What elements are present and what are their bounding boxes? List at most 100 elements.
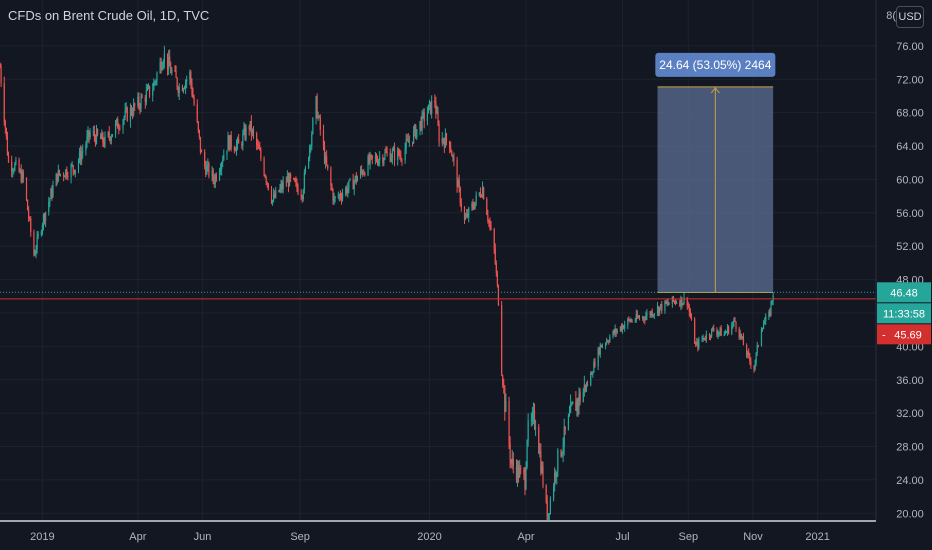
candle-body [55, 173, 57, 187]
candle-body [487, 214, 489, 221]
candle-body [140, 96, 142, 109]
candle-body [340, 197, 343, 200]
reference-price-prefix: - [882, 329, 886, 341]
candle-body [552, 486, 555, 500]
candle-body [204, 152, 206, 166]
candle-body [627, 318, 629, 325]
candle-body [94, 136, 97, 144]
candle-body [374, 156, 377, 159]
candle-body [229, 135, 231, 150]
candle-body [259, 148, 261, 151]
candle-body [346, 187, 348, 194]
candle-body [339, 194, 342, 198]
candle-body [449, 141, 451, 149]
candle-body [505, 401, 507, 412]
x-tick-label: 2019 [30, 531, 54, 543]
candle-body [414, 125, 416, 131]
candle-body [548, 513, 550, 515]
candle-body [196, 104, 198, 122]
candle-body [347, 187, 349, 194]
candle-body [404, 148, 406, 161]
candle-body [762, 324, 765, 329]
candle-body [215, 175, 217, 180]
candle-body [614, 328, 616, 334]
candle-body [593, 361, 595, 373]
candle-body [45, 212, 47, 222]
candle-body [713, 327, 715, 331]
candle-body [597, 348, 599, 367]
candle-body [279, 187, 281, 192]
candlestick-series [0, 45, 774, 526]
candle-body [400, 155, 402, 160]
candle-body [297, 187, 299, 195]
candle-body [628, 318, 630, 320]
candle-body [526, 440, 528, 467]
candle-body [646, 312, 648, 316]
candle-body [64, 176, 66, 178]
candle-body [176, 77, 178, 88]
candle-body [572, 401, 574, 405]
x-tick-label: Sep [290, 531, 310, 543]
measure-tool[interactable]: 24.64 (53.05%) 2464 [655, 52, 776, 294]
candle-body [177, 87, 179, 94]
candle-body [3, 83, 5, 122]
currency-button[interactable]: USD [896, 6, 924, 28]
candle-body [563, 426, 565, 447]
y-axis[interactable]: 20.0024.0028.0032.0036.0040.0044.0048.00… [875, 0, 932, 550]
candle-body [159, 61, 161, 74]
candle-body [383, 158, 385, 163]
candle-body [95, 129, 98, 144]
candle-body [66, 169, 68, 177]
candle-body [248, 126, 250, 130]
candle-body [352, 178, 354, 190]
candle-body [523, 468, 525, 474]
candle-body [133, 103, 135, 115]
candle-body [11, 161, 13, 172]
candle-body [701, 338, 703, 340]
candle-body [601, 345, 603, 348]
candle-body [190, 72, 192, 84]
candle-body [183, 88, 186, 90]
candle-body [131, 113, 134, 115]
candle-body [407, 139, 409, 143]
candle-body [749, 355, 751, 361]
candle-body [608, 341, 610, 343]
candle-body [43, 214, 46, 222]
candle-body [148, 85, 151, 96]
candle-body [375, 156, 378, 162]
candle-body [772, 295, 774, 301]
candle-body [145, 90, 147, 103]
candle-body [280, 184, 282, 188]
candle-body [708, 333, 711, 337]
candle-body [545, 485, 547, 502]
candle-body [161, 66, 163, 70]
candle-body [282, 181, 284, 189]
candle-body [510, 459, 512, 464]
candle-body [5, 128, 7, 137]
x-tick-label: Jun [194, 531, 212, 543]
candle-body [100, 134, 102, 140]
candle-body [385, 152, 387, 154]
candle-body [236, 138, 239, 145]
x-axis[interactable]: 2019 Apr Jun Sep 2020 Apr Jul Sep Nov 2021 [0, 520, 932, 550]
candle-body [244, 128, 246, 139]
candle-body [695, 343, 697, 345]
candle-body [674, 301, 677, 303]
candle-body [567, 415, 570, 430]
candle-body [93, 131, 95, 137]
candle-body [356, 177, 358, 182]
candle-body [110, 136, 112, 141]
candle-body [265, 177, 267, 183]
candle-body [406, 139, 408, 141]
candle-body [51, 189, 53, 197]
candle-body [130, 107, 133, 114]
candle-body [739, 333, 741, 338]
candle-body [634, 320, 636, 322]
candle-body [77, 160, 80, 170]
candle-body [731, 325, 733, 334]
y-tick-label: 24.00 [896, 475, 924, 487]
candle-body [208, 163, 210, 176]
candle-body [754, 362, 756, 370]
candle-body [263, 158, 265, 175]
